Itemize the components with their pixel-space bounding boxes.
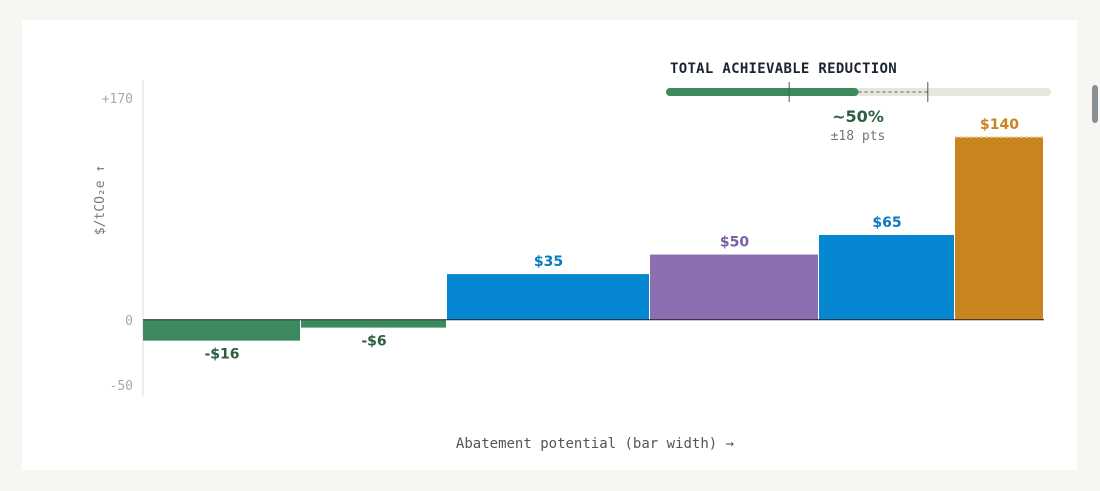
y-tick-label: +170 xyxy=(102,92,133,107)
bar-value-label: -$16 xyxy=(204,347,239,363)
bar xyxy=(143,319,300,341)
bar xyxy=(650,254,818,320)
annotation-title: TOTAL ACHIEVABLE REDUCTION xyxy=(670,61,897,77)
bar xyxy=(819,234,954,320)
bar-value-label: $50 xyxy=(720,235,749,251)
scrollbar-thumb[interactable] xyxy=(1092,85,1098,123)
y-tick-label: 0 xyxy=(125,314,133,329)
y-axis-label: $/tCO₂e ↑ xyxy=(93,165,108,235)
bar xyxy=(301,319,446,328)
x-axis-label: Abatement potential (bar width) → xyxy=(456,436,734,452)
reduction-annotation: TOTAL ACHIEVABLE REDUCTION ~50% ±18 pts xyxy=(666,61,1051,144)
bar-value-label: -$6 xyxy=(361,334,386,350)
annotation-range: ±18 pts xyxy=(831,129,886,144)
bar-value-label: $140 xyxy=(980,117,1019,133)
annotation-progress-fill xyxy=(666,88,859,96)
bar xyxy=(447,274,649,320)
y-ticks: +170 0 -50 xyxy=(102,92,133,394)
bar-value-label: $35 xyxy=(534,254,563,270)
bars xyxy=(143,136,1043,341)
bar-value-label: $65 xyxy=(872,215,901,231)
bar xyxy=(955,137,1043,320)
bar-labels: -$16 -$6 $35 $50 $65 $140 xyxy=(204,117,1019,363)
y-tick-label: -50 xyxy=(110,379,133,394)
annotation-value: ~50% xyxy=(832,107,884,126)
